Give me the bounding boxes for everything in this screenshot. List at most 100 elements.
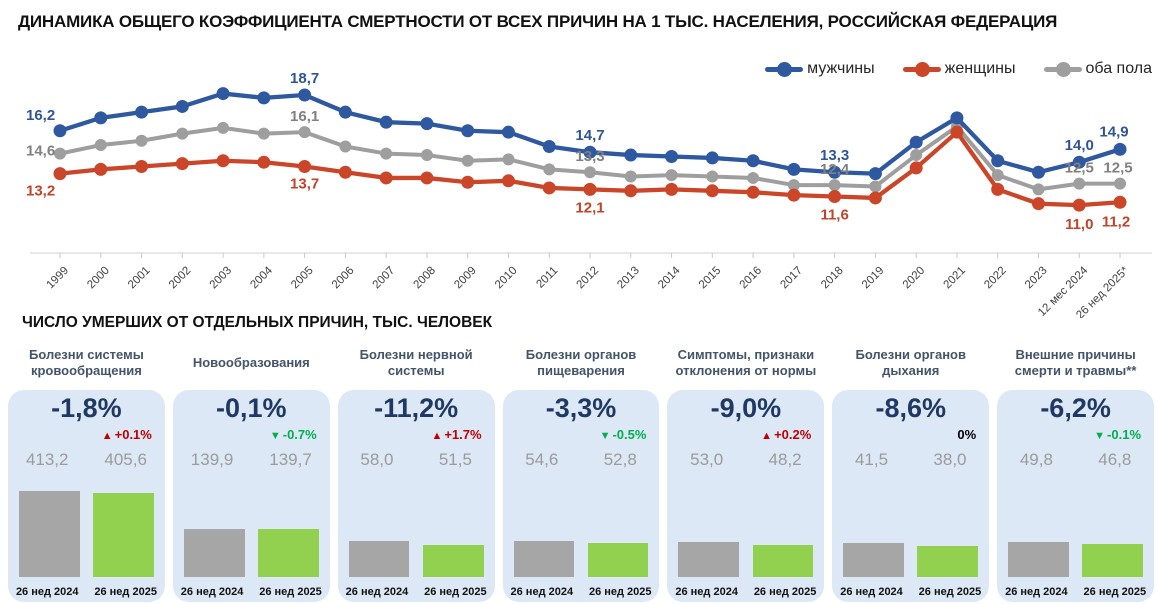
bar-2025 [1082, 544, 1144, 577]
change-percent: -1,8% [51, 393, 122, 423]
delta-direction-icon: ▲ [761, 430, 773, 442]
value-2024: 139,9 [190, 450, 234, 469]
bar-period-labels: 26 нед 2024 26 нед 2025 [832, 586, 989, 598]
series-line-men [57, 91, 1123, 176]
bar-2024 [19, 491, 80, 577]
data-point-men-2020 [909, 135, 923, 149]
data-label-both-26 нед 2025*: 12,5 [1103, 160, 1132, 177]
bar-label-2024: 26 нед 2024 [345, 586, 409, 598]
bar-2024 [513, 541, 575, 577]
data-label-men-2018: 13,3 [820, 147, 849, 164]
comparison-bars [348, 540, 484, 577]
data-point-both-2016 [747, 171, 760, 184]
data-point-both-2013 [624, 170, 637, 183]
data-point-men-2015 [705, 151, 719, 165]
bar-period-labels: 26 нед 2024 26 нед 2025 [173, 586, 330, 598]
cause-card-body: -1,8% ▲ +0.1% 413,2 405,6 26 нед 2024 26 … [8, 390, 165, 602]
bar-label-2025: 26 нед 2025 [753, 586, 817, 598]
cause-card-5: Симптомы, признаки отклонения от нормы -… [667, 340, 825, 602]
bar-period-labels: 26 нед 2024 26 нед 2025 [997, 586, 1154, 598]
data-point-women-2009 [461, 175, 475, 189]
data-label-men-26 нед 2025*: 14,9 [1099, 123, 1128, 140]
data-point-men-2016 [746, 154, 760, 168]
x-axis-label: 2000 [85, 265, 112, 292]
delta-value: +0.2% [774, 427, 812, 442]
period-values: 58,0 51,5 [338, 450, 495, 470]
bar-2024 [843, 543, 904, 577]
data-point-both-2017 [787, 179, 800, 192]
x-axis-label: 2014 [656, 264, 683, 291]
data-point-both-2000 [94, 139, 107, 152]
data-point-both-2004 [257, 127, 270, 140]
data-point-both-2011 [543, 163, 556, 176]
data-point-women-2008 [420, 171, 434, 185]
data-point-women-2014 [665, 182, 679, 196]
x-axis-label: 2013 [615, 265, 642, 292]
data-point-women-2010 [501, 174, 515, 188]
cause-card-title: Внешние причины смерти и травмы** [1014, 346, 1137, 378]
x-axis-label: 2008 [411, 265, 438, 292]
data-point-women-2001 [135, 160, 149, 173]
data-point-women-2018 [828, 190, 842, 204]
period-values: 139,9 139,7 [173, 450, 330, 470]
data-point-women-2002 [175, 157, 189, 171]
legend-item-both: оба пола [1043, 60, 1152, 78]
period-values: 49,8 46,8 [997, 450, 1154, 470]
data-label-both-12 мес 2024: 12,5 [1065, 160, 1094, 177]
cause-card-body: -6,2% ▼ -0.1% 49,8 46,8 26 нед 2024 26 не… [997, 390, 1155, 602]
series-line-women [57, 130, 1123, 208]
value-2024: 413,2 [25, 450, 69, 469]
x-axis-label: 2021 [941, 265, 968, 292]
bar-2025 [587, 542, 649, 577]
data-point-women-2011 [542, 181, 556, 195]
data-point-men-2017 [787, 162, 801, 176]
legend-marker-both-icon [1043, 61, 1082, 77]
change-percent: -0,1% [216, 393, 287, 423]
value-2025: 51,5 [438, 450, 472, 469]
change-percent: -6,2% [1040, 393, 1111, 423]
delta-direction-icon: ▼ [1094, 430, 1106, 442]
data-point-women-12 мес 2024 [1072, 198, 1086, 212]
delta-vs-previous: ▼ -0.5% [503, 426, 660, 443]
period-values: 53,0 48,2 [667, 450, 824, 470]
data-point-women-2020 [909, 161, 923, 175]
data-point-women-1999 [53, 167, 67, 181]
bar-period-labels: 26 нед 2024 26 нед 2025 [338, 586, 495, 598]
data-point-both-2005 [298, 126, 311, 139]
data-label-men-2005: 18,7 [290, 70, 319, 87]
cause-card-7: Внешние причины смерти и травмы** -6,2% … [997, 340, 1155, 602]
x-axis-label: 12 мес 2024 [1036, 264, 1091, 318]
data-point-women-2012 [583, 182, 597, 196]
value-2025: 405,6 [104, 450, 147, 469]
delta-direction-icon: ▼ [599, 430, 611, 442]
data-point-women-2019 [868, 191, 882, 205]
cause-card-title: Болезни органов пищеварения [525, 346, 637, 378]
data-point-women-2023 [1031, 197, 1045, 211]
bar-label-2025: 26 нед 2025 [259, 586, 322, 598]
x-axis-label: 2002 [167, 265, 194, 292]
data-point-both-2002 [176, 127, 189, 140]
x-axis-label: 2018 [819, 265, 846, 292]
bar-2025 [422, 544, 484, 577]
data-label-women-2005: 13,7 [290, 176, 319, 193]
data-point-men-2000 [94, 111, 108, 125]
cause-card-2: Новообразования -0,1% ▼ -0.7% 139,9 139,7… [172, 340, 330, 602]
data-point-men-2018 [828, 165, 842, 179]
data-point-both-2012 [584, 166, 597, 179]
bar-2024 [1008, 542, 1069, 577]
data-label-both-2018: 12,4 [820, 161, 850, 178]
delta-vs-previous: ▼ -0.1% [997, 426, 1154, 443]
data-point-men-2022 [991, 154, 1005, 168]
cause-card-3: Болезни нервной системы -11,2% ▲ +1.7% 58… [337, 340, 495, 602]
legend-label-both: оба пола [1085, 60, 1152, 77]
data-point-men-2014 [665, 149, 679, 163]
data-label-both-2005: 16,1 [290, 108, 319, 125]
data-point-men-2001 [135, 105, 149, 119]
delta-vs-previous: ▲ +0.2% [667, 426, 824, 443]
delta-vs-previous: ▼ -0.7% [173, 426, 330, 443]
period-values: 41,5 38,0 [832, 450, 989, 470]
bar-label-2024: 26 нед 2024 [180, 586, 244, 598]
data-label-men-1999: 16,2 [26, 107, 55, 124]
legend-label-men: мужчины [807, 60, 875, 77]
